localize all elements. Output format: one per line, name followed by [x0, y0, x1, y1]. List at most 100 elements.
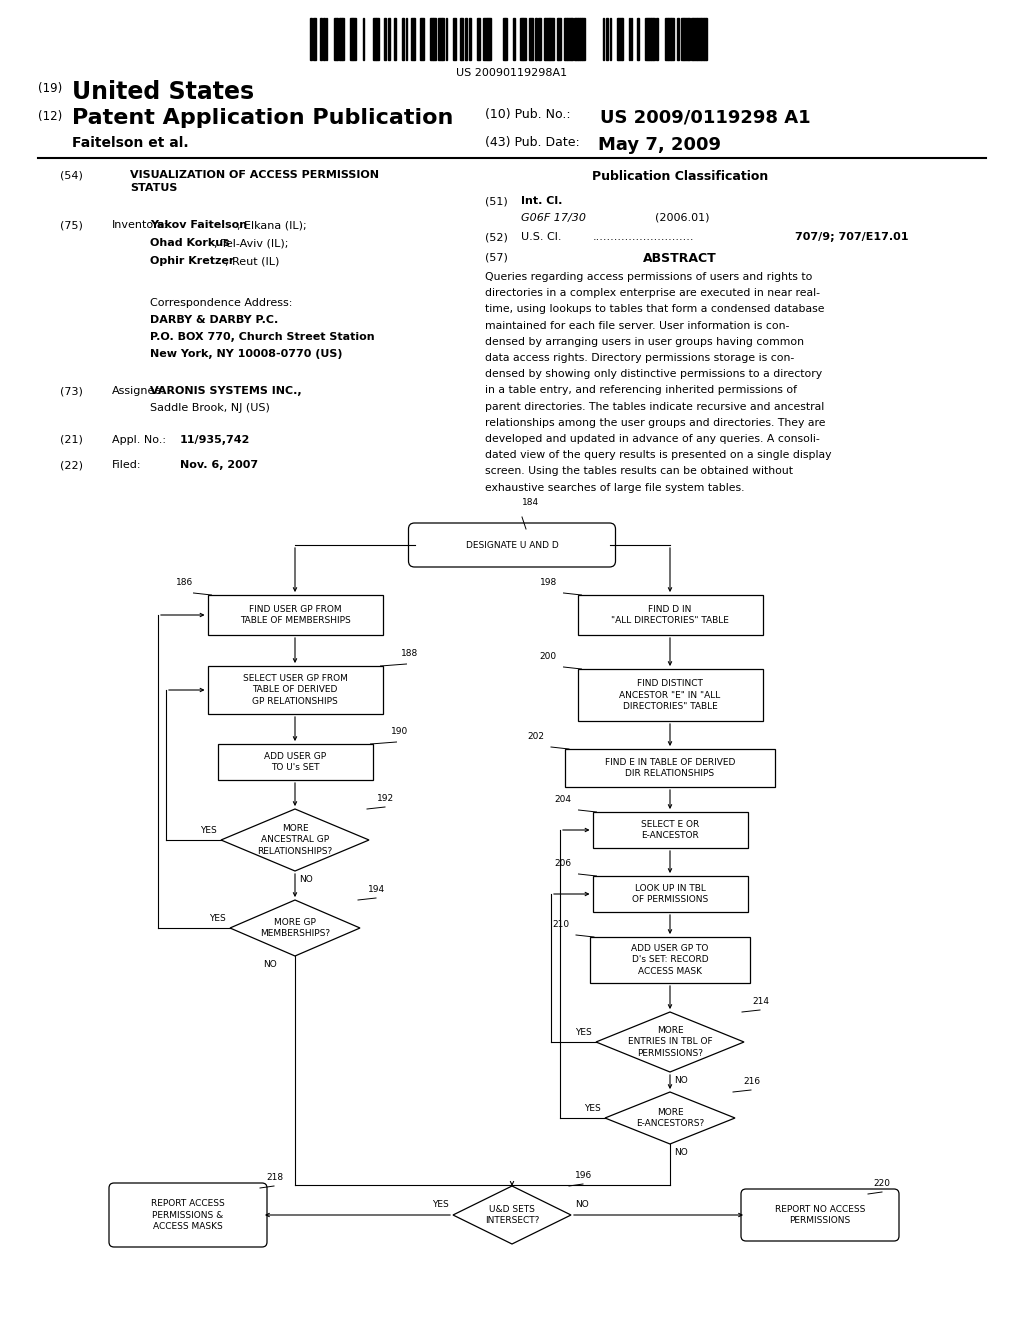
- Text: FIND D IN
"ALL DIRECTORIES" TABLE: FIND D IN "ALL DIRECTORIES" TABLE: [611, 605, 729, 626]
- Text: Correspondence Address:: Correspondence Address:: [150, 298, 293, 308]
- Text: NO: NO: [299, 875, 312, 884]
- Bar: [430, 18, 433, 59]
- FancyBboxPatch shape: [409, 523, 615, 568]
- Text: MORE
ANCESTRAL GP
RELATIONSHIPS?: MORE ANCESTRAL GP RELATIONSHIPS?: [257, 825, 333, 855]
- Text: DARBY & DARBY P.C.: DARBY & DARBY P.C.: [150, 315, 279, 325]
- Text: YES: YES: [585, 1104, 601, 1113]
- Bar: [384, 18, 386, 59]
- Bar: [313, 18, 316, 59]
- Bar: [582, 18, 585, 59]
- Bar: [550, 18, 554, 59]
- Text: Int. Cl.: Int. Cl.: [521, 195, 562, 206]
- Bar: [565, 748, 775, 787]
- Text: P.O. BOX 770, Church Street Station: P.O. BOX 770, Church Street Station: [150, 333, 375, 342]
- Bar: [310, 18, 312, 59]
- Text: 196: 196: [575, 1171, 592, 1180]
- Text: ADD USER GP TO
D's SET: RECORD
ACCESS MASK: ADD USER GP TO D's SET: RECORD ACCESS MA…: [632, 944, 709, 975]
- Text: , Tel-Aviv (IL);: , Tel-Aviv (IL);: [214, 238, 288, 248]
- Text: exhaustive searches of large file system tables.: exhaustive searches of large file system…: [485, 483, 744, 492]
- Bar: [334, 18, 337, 59]
- Text: 707/9; 707/E17.01: 707/9; 707/E17.01: [795, 232, 908, 242]
- Text: 11/935,742: 11/935,742: [180, 436, 251, 445]
- FancyBboxPatch shape: [109, 1183, 267, 1247]
- Bar: [665, 18, 668, 59]
- Text: 202: 202: [527, 733, 544, 741]
- Bar: [565, 18, 567, 59]
- Bar: [649, 18, 651, 59]
- Polygon shape: [605, 1092, 735, 1144]
- Text: screen. Using the tables results can be obtained without: screen. Using the tables results can be …: [485, 466, 793, 477]
- Text: FIND E IN TABLE OF DERIVED
DIR RELATIONSHIPS: FIND E IN TABLE OF DERIVED DIR RELATIONS…: [605, 758, 735, 777]
- Text: LOOK UP IN TBL
OF PERMISSIONS: LOOK UP IN TBL OF PERMISSIONS: [632, 884, 709, 904]
- Text: maintained for each file server. User information is con-: maintained for each file server. User in…: [485, 321, 790, 330]
- Text: G06F 17/30: G06F 17/30: [521, 213, 586, 223]
- Text: 220: 220: [873, 1179, 890, 1188]
- Text: (43) Pub. Date:: (43) Pub. Date:: [485, 136, 580, 149]
- Bar: [323, 18, 325, 59]
- Text: U.S. Cl.: U.S. Cl.: [521, 232, 561, 242]
- Text: NO: NO: [575, 1200, 589, 1209]
- Text: YES: YES: [201, 826, 217, 836]
- Bar: [465, 18, 467, 59]
- Text: US 20090119298A1: US 20090119298A1: [457, 69, 567, 78]
- Text: MORE GP
MEMBERSHIPS?: MORE GP MEMBERSHIPS?: [260, 917, 330, 939]
- Text: Appl. No.:: Appl. No.:: [112, 436, 166, 445]
- Bar: [373, 18, 376, 59]
- Text: REPORT NO ACCESS
PERMISSIONS: REPORT NO ACCESS PERMISSIONS: [775, 1205, 865, 1225]
- Bar: [208, 667, 383, 714]
- Text: 216: 216: [743, 1077, 760, 1086]
- Text: (10) Pub. No.:: (10) Pub. No.:: [485, 108, 570, 121]
- Text: SELECT E OR
E-ANCESTOR: SELECT E OR E-ANCESTOR: [641, 820, 699, 840]
- Text: relationships among the user groups and directories. They are: relationships among the user groups and …: [485, 418, 825, 428]
- Bar: [677, 18, 679, 59]
- Text: FIND DISTINCT
ANCESTOR "E" IN "ALL
DIRECTORIES" TABLE: FIND DISTINCT ANCESTOR "E" IN "ALL DIREC…: [620, 680, 721, 710]
- Bar: [503, 18, 505, 59]
- Text: Assignee:: Assignee:: [112, 385, 166, 396]
- Text: time, using lookups to tables that form a condensed database: time, using lookups to tables that form …: [485, 305, 824, 314]
- Text: in a table entry, and referencing inherited permissions of: in a table entry, and referencing inheri…: [485, 385, 797, 396]
- Text: MORE
ENTRIES IN TBL OF
PERMISSIONS?: MORE ENTRIES IN TBL OF PERMISSIONS?: [628, 1027, 713, 1057]
- Text: New York, NY 10008-0770 (US): New York, NY 10008-0770 (US): [150, 348, 342, 359]
- Text: FIND USER GP FROM
TABLE OF MEMBERSHIPS: FIND USER GP FROM TABLE OF MEMBERSHIPS: [240, 605, 350, 626]
- Text: US 2009/0119298 A1: US 2009/0119298 A1: [600, 108, 811, 125]
- Text: densed by showing only distinctive permissions to a directory: densed by showing only distinctive permi…: [485, 370, 822, 379]
- Text: , Elkana (IL);: , Elkana (IL);: [237, 220, 306, 230]
- Bar: [442, 18, 444, 59]
- Bar: [350, 18, 352, 59]
- Text: REPORT ACCESS
PERMISSIONS &
ACCESS MASKS: REPORT ACCESS PERMISSIONS & ACCESS MASKS: [152, 1200, 225, 1230]
- Bar: [538, 18, 541, 59]
- Text: VARONIS SYSTEMS INC.,: VARONIS SYSTEMS INC.,: [150, 385, 302, 396]
- Bar: [578, 669, 763, 721]
- Bar: [453, 18, 456, 59]
- Text: Filed:: Filed:: [112, 459, 141, 470]
- Text: 198: 198: [540, 578, 557, 587]
- Text: Ohad Korkus: Ohad Korkus: [150, 238, 229, 248]
- Bar: [529, 18, 534, 59]
- Polygon shape: [230, 900, 360, 956]
- Text: 218: 218: [266, 1173, 283, 1181]
- Text: , Reut (IL): , Reut (IL): [225, 256, 280, 267]
- Text: (73): (73): [60, 385, 83, 396]
- Bar: [523, 18, 526, 59]
- Bar: [606, 18, 608, 59]
- Bar: [705, 18, 706, 59]
- Bar: [217, 744, 373, 780]
- Bar: [618, 18, 622, 59]
- Bar: [340, 18, 342, 59]
- Bar: [684, 18, 688, 59]
- Bar: [593, 876, 748, 912]
- Text: (19): (19): [38, 82, 62, 95]
- Text: (54): (54): [60, 170, 83, 180]
- Text: (52): (52): [485, 232, 508, 242]
- Text: 184: 184: [522, 498, 539, 507]
- Bar: [513, 18, 515, 59]
- Bar: [461, 18, 463, 59]
- Text: (22): (22): [60, 459, 83, 470]
- Text: DESIGNATE U AND D: DESIGNATE U AND D: [466, 540, 558, 549]
- Polygon shape: [453, 1185, 571, 1243]
- Text: YES: YES: [209, 913, 226, 923]
- Text: (57): (57): [485, 252, 508, 261]
- Text: directories in a complex enterprise are executed in near real-: directories in a complex enterprise are …: [485, 288, 820, 298]
- Text: dated view of the query results is presented on a single display: dated view of the query results is prese…: [485, 450, 831, 461]
- Bar: [656, 18, 658, 59]
